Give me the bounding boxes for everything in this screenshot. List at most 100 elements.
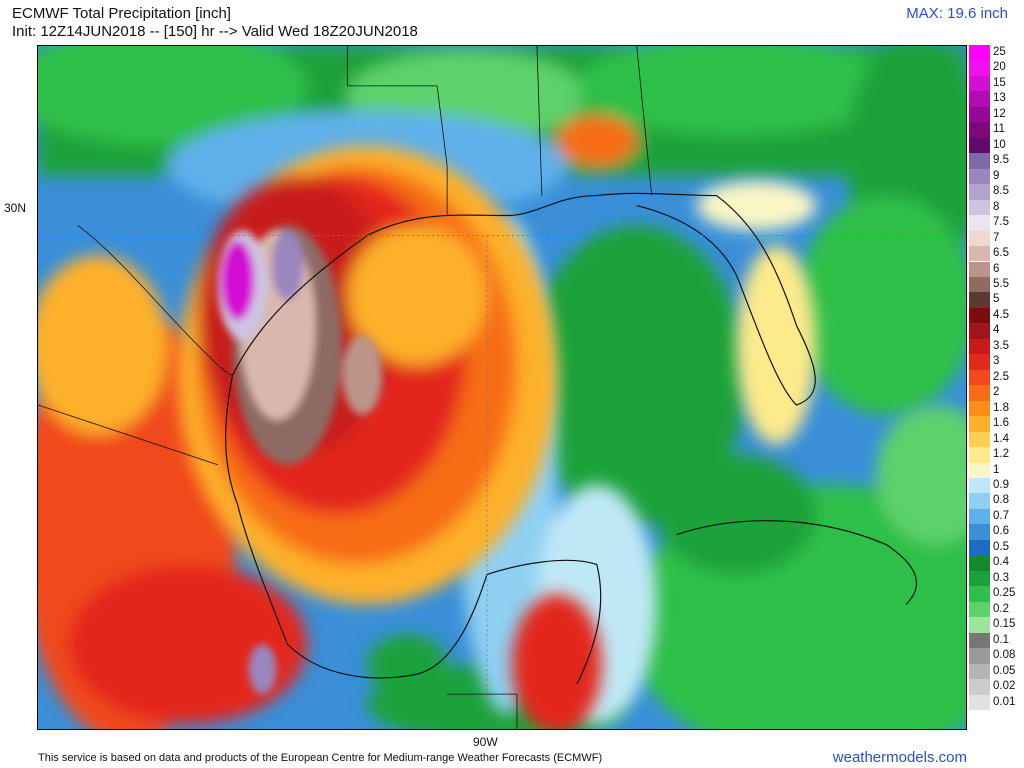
legend-row: 0.08	[969, 648, 1024, 664]
legend-row: 11	[969, 122, 1024, 138]
legend-swatch	[969, 153, 990, 169]
legend-row: 0.25	[969, 586, 1024, 602]
legend-label: 8	[993, 200, 1000, 213]
legend-swatch	[969, 60, 990, 76]
legend-row: 13	[969, 91, 1024, 107]
legend-row: 12	[969, 106, 1024, 123]
legend-label: 25	[993, 46, 1006, 58]
legend-row: 0.9	[969, 478, 1024, 494]
legend-row: 1	[969, 462, 1024, 478]
legend-row: 0.15	[969, 617, 1024, 633]
legend-row: 6	[969, 261, 1024, 277]
coastlines	[38, 192, 966, 729]
legend-label: 15	[993, 76, 1006, 89]
legend-label: 4	[993, 324, 1000, 337]
legend-label: 8.5	[993, 185, 1009, 198]
legend-row: 0.2	[969, 601, 1024, 618]
precipitation-map[interactable]	[37, 45, 967, 730]
legend-row: 3.5	[969, 338, 1024, 355]
legend-row: 0.01	[969, 694, 1024, 710]
legend-label: 2.5	[993, 370, 1009, 383]
legend-swatch	[969, 45, 990, 61]
legend-swatch	[969, 539, 990, 556]
legend-swatch	[969, 632, 990, 649]
legend-swatch	[969, 462, 990, 478]
legend-label: 7.5	[993, 216, 1009, 229]
legend-swatch	[969, 230, 990, 247]
legend-swatch	[969, 508, 990, 525]
legend-label: 3.5	[993, 339, 1009, 352]
legend-row: 25	[969, 45, 1024, 61]
legend-swatch	[969, 91, 990, 107]
legend-swatch	[969, 679, 990, 695]
legend-row: 3	[969, 354, 1024, 370]
legend-label: 1.2	[993, 448, 1009, 461]
legend-swatch	[969, 617, 990, 633]
legend-row: 10	[969, 137, 1024, 154]
legend-row: 9	[969, 168, 1024, 185]
legend-row: 9.5	[969, 153, 1024, 169]
legend-swatch	[969, 168, 990, 185]
legend-label: 0.02	[993, 680, 1016, 693]
legend-swatch	[969, 215, 990, 231]
legend-row: 8.5	[969, 184, 1024, 200]
legend-swatch	[969, 385, 990, 401]
legend-label: 20	[993, 61, 1006, 74]
legend-row: 4	[969, 323, 1024, 339]
legend-label: 12	[993, 107, 1006, 120]
legend-swatch	[969, 447, 990, 463]
extreme-rain-core	[217, 225, 383, 695]
brand-link[interactable]: weathermodels.com	[832, 749, 967, 766]
legend-swatch	[969, 369, 990, 386]
legend-row: 1.8	[969, 400, 1024, 417]
legend-swatch	[969, 122, 990, 138]
map-subtitle: Init: 12Z14JUN2018 -- [150] hr --> Valid…	[12, 23, 418, 40]
legend-row: 15	[969, 75, 1024, 92]
legend-swatch	[969, 493, 990, 509]
legend-swatch	[969, 354, 990, 370]
legend-swatch	[969, 478, 990, 494]
legend-label: 1	[993, 463, 1000, 476]
legend-row: 0.6	[969, 524, 1024, 540]
legend-label: 0.01	[993, 695, 1016, 708]
legend-row: 2.5	[969, 369, 1024, 386]
legend-swatch	[969, 694, 990, 710]
legend-label: 0.2	[993, 602, 1009, 615]
legend-row: 8	[969, 199, 1024, 216]
legend-swatch	[969, 292, 990, 308]
legend-row: 0.7	[969, 508, 1024, 525]
legend-label: 0.25	[993, 587, 1016, 600]
legend-swatch	[969, 663, 990, 680]
legend-row: 5.5	[969, 276, 1024, 293]
legend-label: 0.1	[993, 633, 1009, 646]
legend-label: 3	[993, 355, 1000, 368]
legend-label: 0.4	[993, 556, 1009, 569]
legend-label: 1.6	[993, 417, 1009, 430]
florida-light-area	[696, 180, 817, 445]
legend-swatch	[969, 555, 990, 571]
legend-row: 1.4	[969, 431, 1024, 448]
legend-swatch	[969, 338, 990, 355]
legend-row: 2	[969, 385, 1024, 401]
legend-row: 5	[969, 292, 1024, 308]
legend-label: 0.3	[993, 571, 1009, 584]
ecmwf-attribution: This service is based on data and produc…	[38, 752, 603, 764]
legend-row: 1.6	[969, 416, 1024, 432]
legend-label: 13	[993, 92, 1006, 105]
legend-swatch	[969, 400, 990, 417]
map-canvas	[38, 46, 966, 729]
legend-swatch	[969, 648, 990, 664]
legend-label: 5.5	[993, 277, 1009, 290]
legend-label: 6	[993, 262, 1000, 275]
mexico-warm-area	[38, 255, 602, 729]
legend-swatch	[969, 601, 990, 618]
map-title: ECMWF Total Precipitation [inch]	[12, 5, 231, 22]
legend-label: 0.9	[993, 479, 1009, 492]
legend-swatch	[969, 431, 990, 448]
legend-swatch	[969, 261, 990, 277]
legend-label: 0.6	[993, 525, 1009, 538]
legend-label: 9	[993, 169, 1000, 182]
latitude-label: 30N	[4, 201, 27, 215]
legend-swatch	[969, 570, 990, 587]
legend-swatch	[969, 416, 990, 432]
